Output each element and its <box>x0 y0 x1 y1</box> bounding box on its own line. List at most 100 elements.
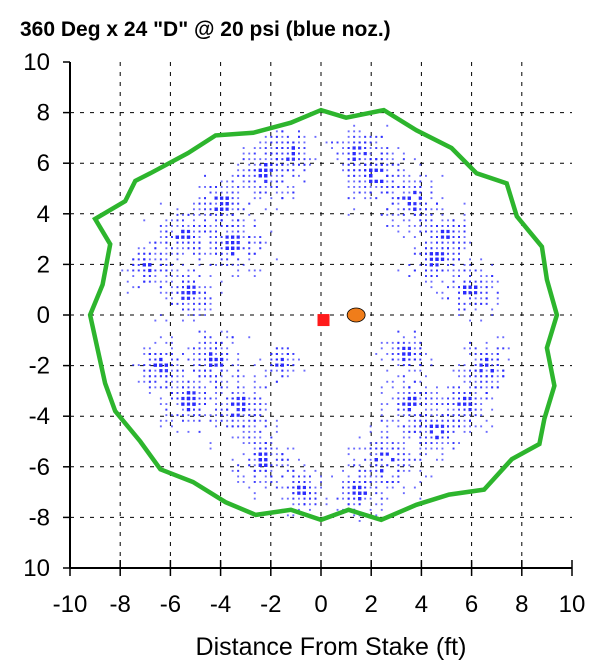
coverage-point <box>275 425 278 428</box>
coverage-point <box>413 341 416 344</box>
coverage-point <box>171 280 173 283</box>
coverage-point <box>469 280 471 283</box>
coverage-point <box>264 375 267 378</box>
coverage-point <box>198 397 201 400</box>
coverage-point <box>209 275 212 277</box>
coverage-point <box>204 174 206 177</box>
coverage-point <box>303 503 306 506</box>
coverage-point <box>419 191 422 194</box>
coverage-point <box>380 213 383 216</box>
coverage-point <box>187 408 190 411</box>
coverage-point <box>165 269 168 272</box>
coverage-point <box>342 469 344 472</box>
coverage-point <box>198 213 201 216</box>
coverage-point <box>176 386 179 389</box>
coverage-point <box>281 464 284 467</box>
coverage-point <box>204 208 206 211</box>
coverage-point <box>176 247 179 250</box>
coverage-point <box>363 491 367 495</box>
coverage-point <box>237 469 240 472</box>
coverage-point <box>176 392 179 394</box>
coverage-point <box>226 230 229 233</box>
coverage-point <box>275 481 278 483</box>
coverage-point <box>303 464 306 467</box>
coverage-point <box>407 196 411 200</box>
coverage-point <box>154 319 157 322</box>
coverage-point <box>397 147 400 149</box>
coverage-point <box>447 264 449 266</box>
coverage-point <box>148 280 151 283</box>
coverage-point <box>198 197 201 200</box>
coverage-point <box>171 380 173 383</box>
coverage-point <box>270 469 273 472</box>
coverage-point <box>220 403 223 405</box>
coverage-point <box>171 397 173 400</box>
coverage-point <box>126 269 129 272</box>
coverage-point <box>408 358 411 361</box>
coverage-point <box>397 169 400 172</box>
coverage-point <box>485 353 488 355</box>
coverage-point <box>237 386 240 389</box>
coverage-point <box>137 286 140 289</box>
coverage-point <box>231 202 234 205</box>
coverage-point <box>198 291 201 294</box>
coverage-point <box>447 419 449 422</box>
coverage-point <box>275 141 278 144</box>
coverage-point <box>298 135 300 138</box>
coverage-point <box>171 336 173 339</box>
coverage-point <box>264 174 268 178</box>
coverage-point <box>248 247 251 250</box>
coverage-point <box>463 369 466 372</box>
coverage-point <box>452 247 455 250</box>
coverage-point <box>303 486 306 489</box>
coverage-point <box>441 447 444 450</box>
coverage-point <box>353 124 356 127</box>
coverage-point <box>402 358 405 361</box>
coverage-point <box>369 147 372 149</box>
coverage-point <box>253 147 256 149</box>
coverage-point <box>209 241 212 244</box>
coverage-point <box>242 414 245 417</box>
coverage-point <box>193 397 195 400</box>
coverage-point <box>347 475 350 478</box>
coverage-point <box>485 347 488 350</box>
coverage-point <box>507 347 510 350</box>
coverage-point <box>347 453 350 456</box>
coverage-point <box>231 241 234 244</box>
coverage-point <box>430 225 433 227</box>
coverage-point <box>397 347 400 350</box>
coverage-point <box>192 285 196 289</box>
coverage-point <box>231 397 234 400</box>
coverage-point <box>186 285 191 289</box>
coverage-point <box>264 403 267 405</box>
coverage-point <box>226 264 229 266</box>
coverage-point <box>441 419 444 422</box>
coverage-point <box>391 202 394 205</box>
coverage-point <box>292 163 295 166</box>
coverage-point <box>347 130 350 133</box>
coverage-point <box>436 397 438 400</box>
coverage-point <box>248 186 251 188</box>
coverage-point <box>165 403 168 405</box>
coverage-point <box>193 308 195 311</box>
coverage-point <box>275 353 278 355</box>
coverage-point <box>204 375 206 378</box>
coverage-point <box>342 481 344 483</box>
coverage-point <box>358 447 361 450</box>
coverage-point <box>171 375 173 378</box>
coverage-point <box>165 297 168 300</box>
coverage-point <box>397 197 400 200</box>
coverage-point <box>353 492 356 495</box>
coverage-point <box>353 191 356 194</box>
coverage-point <box>353 497 356 500</box>
coverage-point <box>353 152 356 155</box>
coverage-point <box>408 453 411 456</box>
coverage-point <box>436 264 438 266</box>
coverage-point <box>347 186 350 188</box>
coverage-point <box>171 414 173 417</box>
coverage-point <box>220 241 223 244</box>
wetted-boundary-line <box>87 107 560 523</box>
coverage-point <box>281 141 284 144</box>
coverage-point <box>242 408 245 411</box>
coverage-point <box>264 481 267 483</box>
